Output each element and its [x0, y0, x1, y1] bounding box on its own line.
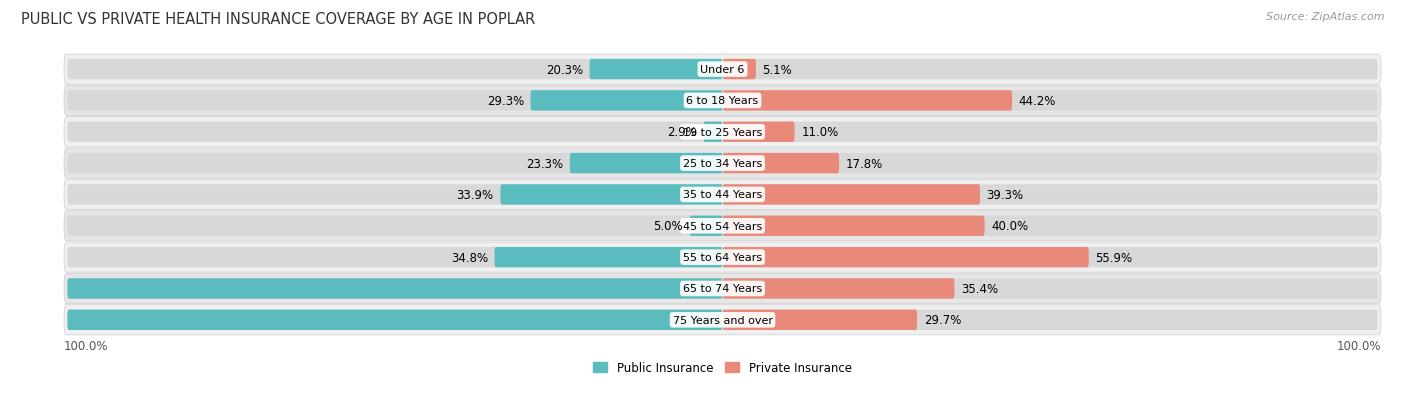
FancyBboxPatch shape — [723, 154, 1378, 174]
Text: 100.0%: 100.0% — [17, 313, 60, 327]
Text: Source: ZipAtlas.com: Source: ZipAtlas.com — [1267, 12, 1385, 22]
Text: 45 to 54 Years: 45 to 54 Years — [683, 221, 762, 231]
FancyBboxPatch shape — [67, 247, 723, 268]
Text: 55 to 64 Years: 55 to 64 Years — [683, 252, 762, 263]
Text: 23.3%: 23.3% — [526, 157, 564, 170]
FancyBboxPatch shape — [723, 279, 1378, 299]
FancyBboxPatch shape — [723, 216, 1378, 236]
FancyBboxPatch shape — [65, 86, 1381, 116]
FancyBboxPatch shape — [67, 185, 723, 205]
Text: 34.8%: 34.8% — [451, 251, 488, 264]
Text: 20.3%: 20.3% — [546, 64, 583, 76]
Text: 39.3%: 39.3% — [987, 188, 1024, 202]
FancyBboxPatch shape — [495, 247, 723, 268]
Text: 35 to 44 Years: 35 to 44 Years — [683, 190, 762, 200]
FancyBboxPatch shape — [589, 60, 723, 80]
FancyBboxPatch shape — [530, 91, 723, 112]
Text: 19 to 25 Years: 19 to 25 Years — [683, 128, 762, 138]
Text: 44.2%: 44.2% — [1019, 95, 1056, 108]
FancyBboxPatch shape — [65, 117, 1381, 147]
Text: Under 6: Under 6 — [700, 65, 745, 75]
Text: 75 Years and over: 75 Years and over — [672, 315, 772, 325]
Text: 5.1%: 5.1% — [762, 64, 793, 76]
Text: 29.3%: 29.3% — [486, 95, 524, 108]
FancyBboxPatch shape — [65, 180, 1381, 210]
FancyBboxPatch shape — [723, 91, 1378, 112]
Legend: Public Insurance, Private Insurance: Public Insurance, Private Insurance — [593, 361, 852, 374]
FancyBboxPatch shape — [723, 60, 756, 80]
FancyBboxPatch shape — [67, 310, 723, 330]
FancyBboxPatch shape — [703, 122, 723, 142]
FancyBboxPatch shape — [67, 279, 723, 299]
Text: 5.0%: 5.0% — [654, 220, 683, 233]
FancyBboxPatch shape — [65, 305, 1381, 335]
FancyBboxPatch shape — [723, 154, 839, 174]
FancyBboxPatch shape — [67, 122, 723, 142]
FancyBboxPatch shape — [501, 185, 723, 205]
Text: 2.9%: 2.9% — [666, 126, 697, 139]
FancyBboxPatch shape — [67, 216, 723, 236]
FancyBboxPatch shape — [723, 185, 980, 205]
FancyBboxPatch shape — [67, 154, 723, 174]
FancyBboxPatch shape — [723, 185, 1378, 205]
Text: 11.0%: 11.0% — [801, 126, 838, 139]
FancyBboxPatch shape — [723, 122, 1378, 142]
FancyBboxPatch shape — [723, 247, 1088, 268]
FancyBboxPatch shape — [65, 55, 1381, 85]
FancyBboxPatch shape — [67, 60, 723, 80]
FancyBboxPatch shape — [67, 310, 723, 330]
Text: 100.0%: 100.0% — [1337, 339, 1381, 352]
FancyBboxPatch shape — [723, 310, 917, 330]
Text: 40.0%: 40.0% — [991, 220, 1028, 233]
Text: 65 to 74 Years: 65 to 74 Years — [683, 284, 762, 294]
Text: 35.4%: 35.4% — [962, 282, 998, 295]
FancyBboxPatch shape — [723, 310, 1378, 330]
FancyBboxPatch shape — [65, 211, 1381, 241]
FancyBboxPatch shape — [67, 279, 723, 299]
FancyBboxPatch shape — [65, 274, 1381, 304]
Text: 25 to 34 Years: 25 to 34 Years — [683, 159, 762, 169]
FancyBboxPatch shape — [569, 154, 723, 174]
Text: 29.7%: 29.7% — [924, 313, 962, 327]
Text: 33.9%: 33.9% — [457, 188, 494, 202]
Text: PUBLIC VS PRIVATE HEALTH INSURANCE COVERAGE BY AGE IN POPLAR: PUBLIC VS PRIVATE HEALTH INSURANCE COVER… — [21, 12, 536, 27]
Text: 6 to 18 Years: 6 to 18 Years — [686, 96, 759, 106]
FancyBboxPatch shape — [723, 60, 1378, 80]
FancyBboxPatch shape — [723, 216, 984, 236]
FancyBboxPatch shape — [65, 242, 1381, 273]
FancyBboxPatch shape — [723, 279, 955, 299]
FancyBboxPatch shape — [723, 247, 1378, 268]
Text: 100.0%: 100.0% — [17, 282, 60, 295]
Text: 100.0%: 100.0% — [65, 339, 108, 352]
FancyBboxPatch shape — [65, 149, 1381, 179]
Text: 17.8%: 17.8% — [846, 157, 883, 170]
FancyBboxPatch shape — [67, 91, 723, 112]
Text: 55.9%: 55.9% — [1095, 251, 1133, 264]
FancyBboxPatch shape — [723, 91, 1012, 112]
FancyBboxPatch shape — [723, 122, 794, 142]
FancyBboxPatch shape — [690, 216, 723, 236]
